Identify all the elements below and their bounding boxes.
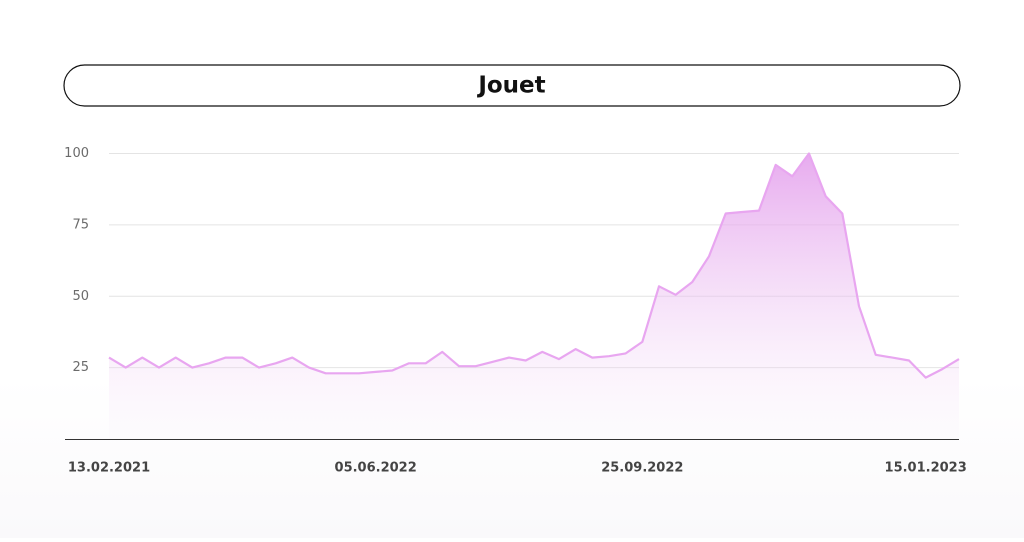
x-tick-label: 15.01.2023 xyxy=(885,461,967,476)
x-tick-label: 13.02.2021 xyxy=(68,461,150,476)
x-tick-label: 05.06.2022 xyxy=(335,461,417,476)
y-tick-label: 100 xyxy=(64,146,89,161)
y-tick-label: 75 xyxy=(72,217,89,232)
y-tick-label: 50 xyxy=(72,289,89,304)
area xyxy=(109,153,959,439)
y-tick-label: 25 xyxy=(72,360,89,375)
x-tick-label: 25.09.2022 xyxy=(601,461,683,476)
line xyxy=(108,152,960,379)
title-box xyxy=(63,64,961,107)
chart-title: Jouet xyxy=(476,73,545,99)
